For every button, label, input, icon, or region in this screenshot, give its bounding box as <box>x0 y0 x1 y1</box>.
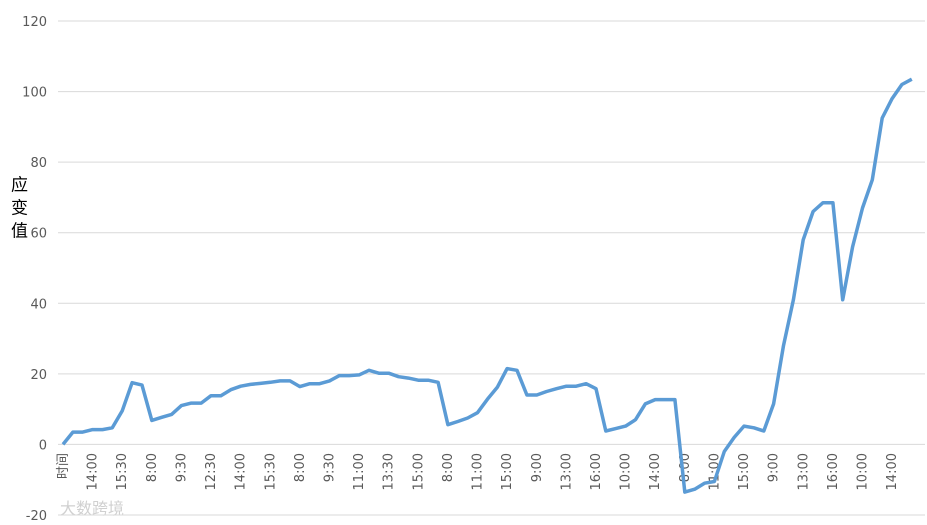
y-axis-label-text: 应变值 <box>7 175 28 244</box>
x-tick-label: 16:00 <box>826 453 841 490</box>
y-tick-label: 60 <box>30 227 47 242</box>
x-tick-label: 10:00 <box>855 453 870 490</box>
x-tick-label: 14:00 <box>648 453 663 490</box>
y-tick-label: 40 <box>30 297 47 312</box>
y-tick-label: 100 <box>22 86 47 101</box>
y-tick-label: -20 <box>26 509 47 524</box>
x-tick-label: 8:00 <box>293 453 308 482</box>
x-tick-label: 13:30 <box>382 453 397 490</box>
x-tick-label: 时间 <box>56 453 71 479</box>
x-tick-label: 12:30 <box>204 453 219 490</box>
x-tick-label: 14:00 <box>86 453 101 490</box>
x-tick-label: 13:00 <box>559 453 574 490</box>
y-tick-label: 0 <box>39 438 47 453</box>
x-tick-label: 10:00 <box>619 453 634 490</box>
y-axis-label: 应变值 <box>7 175 28 244</box>
x-tick-label: 13:00 <box>796 453 811 490</box>
x-tick-label: 14:00 <box>234 453 249 490</box>
x-tick-label: 14:00 <box>885 453 900 490</box>
x-tick-label: 9:30 <box>174 453 189 482</box>
data-line <box>61 77 913 494</box>
x-tick-label: 11:00 <box>352 453 367 490</box>
x-tick-label: 15:00 <box>411 453 426 490</box>
y-tick-label: 120 <box>22 15 47 30</box>
x-tick-label: 15:00 <box>500 453 515 490</box>
x-tick-label: 8:00 <box>145 453 160 482</box>
y-tick-label: 80 <box>30 156 47 171</box>
x-tick-label: 11:00 <box>471 453 486 490</box>
x-tick-label: 15:00 <box>737 453 752 490</box>
x-tick-label: 9:30 <box>322 453 337 482</box>
watermark: 大数跨境 <box>60 499 124 518</box>
y-tick-label: 20 <box>30 368 47 383</box>
x-tick-label: 15:30 <box>115 453 130 490</box>
x-tick-label: 8:00 <box>441 453 456 482</box>
x-tick-label: 9:00 <box>767 453 782 482</box>
x-tick-label: 9:00 <box>530 453 545 482</box>
x-tick-label: 15:30 <box>263 453 278 490</box>
x-tick-label: 16:00 <box>589 453 604 490</box>
